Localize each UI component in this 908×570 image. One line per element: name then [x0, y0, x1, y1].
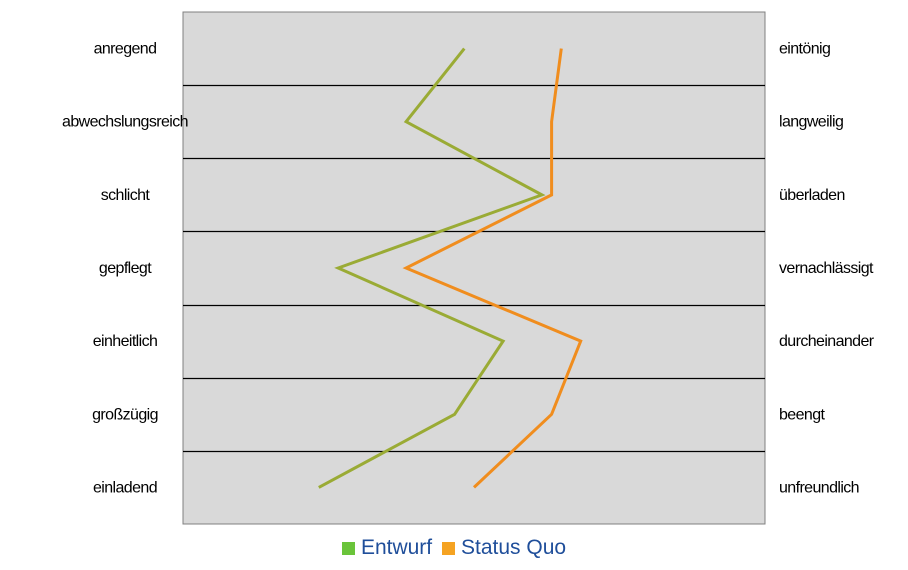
legend-item-entwurf: Entwurf — [341, 536, 433, 560]
legend-swatch-status-quo — [441, 541, 455, 555]
legend: Entwurf Status Quo — [0, 536, 908, 561]
left-label: anregend — [94, 41, 157, 58]
legend-label-status-quo: Status Quo — [460, 536, 567, 559]
left-label: schlicht — [101, 187, 151, 204]
plot-area — [182, 11, 766, 525]
right-label: eintönig — [779, 41, 830, 58]
left-label: gepflegt — [99, 260, 152, 277]
right-label: überladen — [779, 187, 845, 204]
left-label: einheitlich — [93, 333, 158, 350]
left-label: großzügig — [92, 406, 158, 423]
chart-svg: anregend eintönig abwechslungsreich langwei… — [62, 11, 875, 525]
left-label: abwechslungsreich — [62, 114, 188, 131]
legend-item-status-quo: Status Quo — [441, 536, 567, 560]
right-label: durcheinander — [779, 333, 875, 350]
legend-label-entwurf: Entwurf — [360, 536, 433, 559]
left-label: einladend — [93, 479, 157, 496]
right-label: langweilig — [779, 114, 843, 131]
right-label: beengt — [779, 406, 825, 423]
legend-swatch-entwurf — [341, 541, 355, 555]
right-label: unfreundlich — [779, 479, 859, 496]
right-label: vernachlässigt — [779, 260, 874, 277]
